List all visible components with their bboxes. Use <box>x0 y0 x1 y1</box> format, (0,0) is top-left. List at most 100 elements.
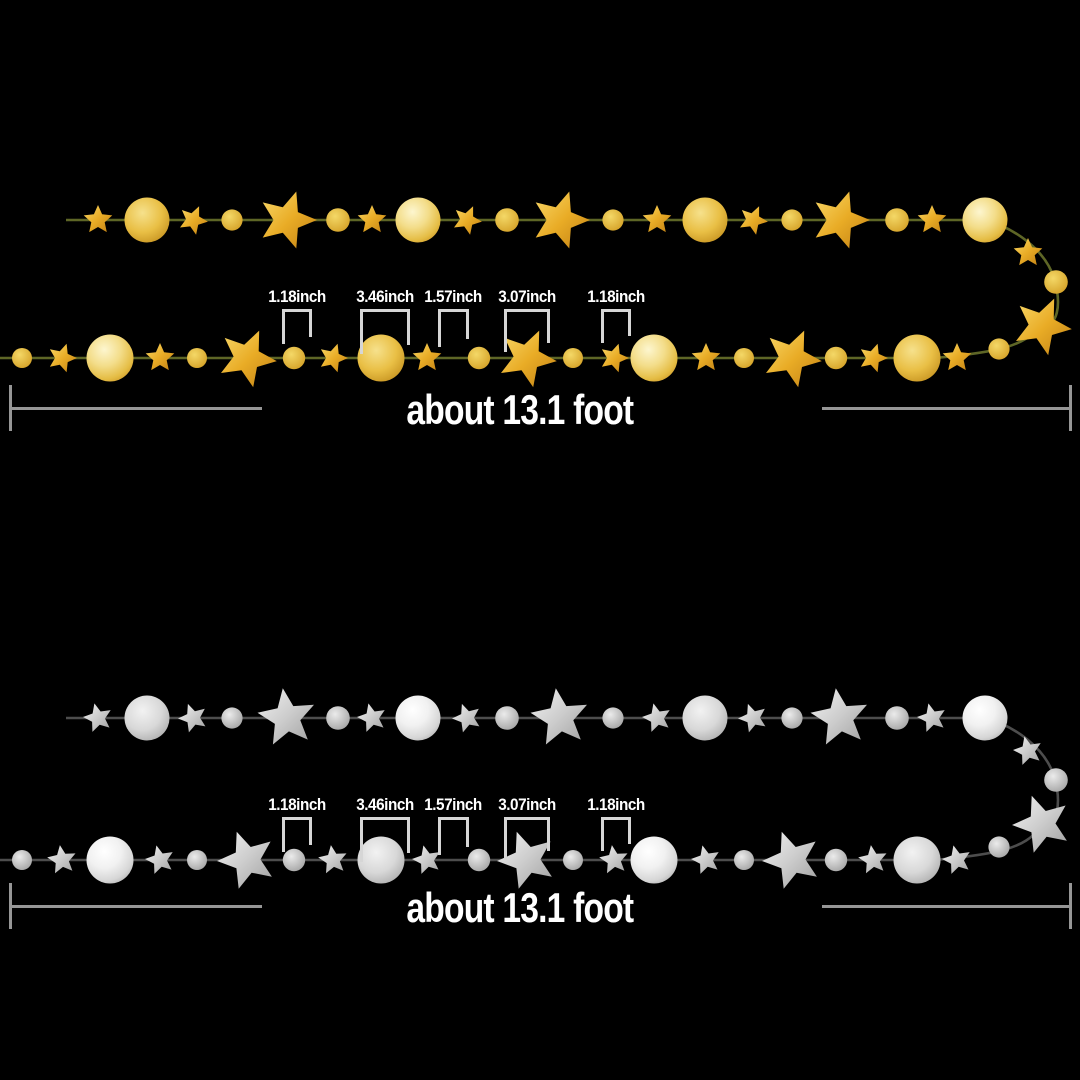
garland-small-star <box>860 343 888 373</box>
garland-small-circle <box>781 707 803 729</box>
bracket-right-tick <box>407 312 410 345</box>
measurement-silver-5: 1.18inch <box>546 795 686 851</box>
garland-small-circle <box>885 706 909 730</box>
garland-small-circle <box>885 208 909 232</box>
measurement-silver-4: 3.07inch <box>457 795 597 860</box>
length-label: about 13.1 foot <box>330 386 710 434</box>
garland-small-star <box>642 703 670 732</box>
garland-small-star <box>642 205 672 233</box>
garland-small-star <box>1013 736 1041 765</box>
measurement-bracket <box>282 309 312 344</box>
garland-big-star <box>762 831 817 889</box>
garland-small-star <box>691 343 721 371</box>
garland-small-circle <box>602 707 624 729</box>
measurement-label: 1.18inch <box>587 287 645 306</box>
measurement-bracket <box>360 309 410 354</box>
garland-small-circle <box>495 706 519 730</box>
garland-small-star <box>357 703 385 732</box>
garland-big-star <box>1016 298 1072 356</box>
measurement-bracket <box>504 817 550 860</box>
garland-small-star <box>942 343 972 371</box>
measurement-silver-2: 3.46inch <box>315 795 455 862</box>
bracket-left-tick <box>360 820 363 862</box>
garland-small-circle <box>734 850 754 870</box>
garland-big-circle <box>357 836 405 884</box>
garland-small-circle <box>282 848 306 872</box>
dimension-line-right <box>822 407 1071 410</box>
garland-small-circle <box>781 209 803 231</box>
length-label: about 13.1 foot <box>330 884 710 932</box>
measurement-gold-3: 1.57inch <box>383 287 523 347</box>
garland-big-circle <box>357 334 405 382</box>
garland-big-circle <box>893 836 941 884</box>
measurement-bracket <box>601 817 631 851</box>
garland-big-star <box>497 831 552 889</box>
bracket-right-tick <box>309 312 312 337</box>
bracket-right-tick <box>465 312 469 340</box>
measurement-bracket <box>504 309 550 352</box>
measurement-label: 1.18inch <box>268 287 326 306</box>
garland-small-star <box>145 845 173 874</box>
garland-small-star <box>740 206 768 235</box>
garland-small-star <box>412 343 442 371</box>
length-label-text: about 13.1 foot <box>406 884 635 931</box>
garland-small-circle <box>12 348 32 368</box>
measurement-label: 3.46inch <box>356 287 414 306</box>
garland-small-circle <box>467 848 491 872</box>
measurement-bracket <box>601 309 631 343</box>
garland-small-star <box>180 206 208 235</box>
dimension-line-left <box>10 407 262 410</box>
garland-big-star <box>262 191 317 249</box>
garland-small-circle <box>1044 768 1068 792</box>
garland-big-star <box>810 688 867 745</box>
garland-small-star <box>178 703 206 733</box>
garland-small-star <box>83 703 111 732</box>
garland-big-star <box>257 688 314 745</box>
garland-small-circle <box>187 850 207 870</box>
garland-small-circle <box>326 706 350 730</box>
garland-big-star <box>501 330 557 388</box>
garland-big-star <box>815 191 870 249</box>
garland-small-star <box>357 205 387 233</box>
garland-small-circle <box>326 208 350 232</box>
garland-big-circle <box>962 197 1008 243</box>
length-label-text: about 13.1 foot <box>406 386 635 433</box>
garland-small-star <box>858 845 887 874</box>
garland-small-circle <box>988 338 1010 360</box>
dimension-line-right <box>822 905 1071 908</box>
garland-small-star <box>318 845 347 874</box>
measurement-gold-5: 1.18inch <box>546 287 686 343</box>
garland-small-star <box>601 343 629 373</box>
garland-small-star <box>320 343 348 373</box>
bracket-right-tick <box>407 820 410 853</box>
measurement-silver-1: 1.18inch <box>227 795 367 852</box>
measurement-bracket <box>437 817 469 855</box>
garland-big-star <box>221 330 277 388</box>
measurement-silver-3: 1.57inch <box>383 795 523 855</box>
garland-big-circle <box>86 334 134 382</box>
measurement-label: 1.57inch <box>424 287 482 306</box>
measurement-label: 3.07inch <box>498 287 556 306</box>
measurement-label: 3.46inch <box>356 795 414 814</box>
measurement-label: 1.18inch <box>268 795 326 814</box>
bracket-right-tick <box>465 820 469 848</box>
bracket-left-tick <box>437 312 441 347</box>
bracket-right-tick <box>628 820 631 845</box>
bracket-left-tick <box>601 820 604 851</box>
garland-big-circle <box>630 334 678 382</box>
bracket-right-tick <box>628 312 631 337</box>
garland-small-circle <box>1044 270 1068 294</box>
garland-big-circle <box>682 695 728 741</box>
garland-big-star <box>535 191 590 249</box>
garland-small-star <box>412 845 440 874</box>
dimension-tick-right <box>1069 883 1072 929</box>
bracket-left-tick <box>282 312 285 344</box>
bracket-left-tick <box>601 312 604 343</box>
garland-small-circle <box>563 348 583 368</box>
garland-big-star <box>1012 795 1067 853</box>
measurement-label: 1.18inch <box>587 795 645 814</box>
garland-small-star <box>917 205 947 233</box>
garland-small-star <box>47 845 76 874</box>
silver-garland <box>0 688 1068 889</box>
